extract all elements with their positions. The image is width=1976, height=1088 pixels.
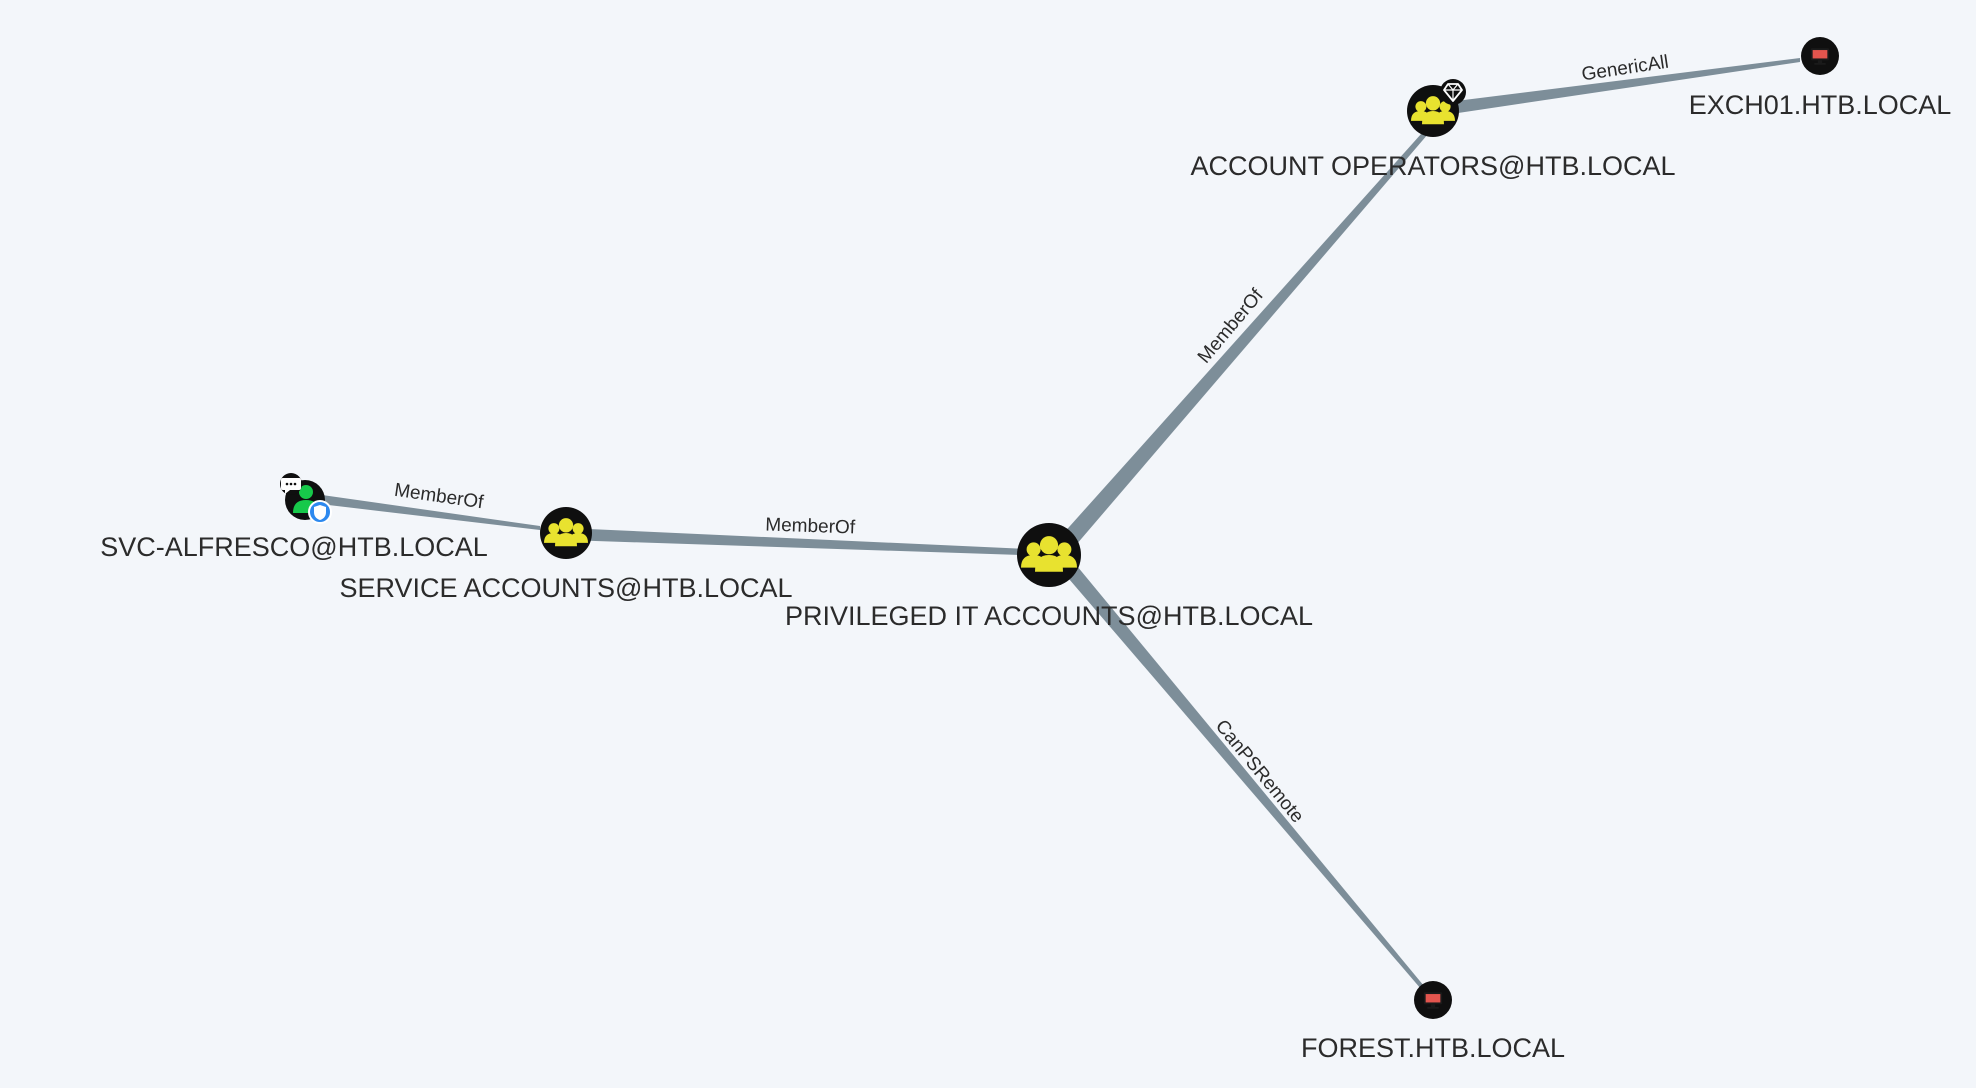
node-privileged-it-accounts[interactable] (1017, 523, 1081, 587)
node-label-service-accounts: SERVICE ACCOUNTS@HTB.LOCAL (339, 573, 792, 603)
node-label-account-operators: ACCOUNT OPERATORS@HTB.LOCAL (1191, 151, 1676, 181)
node-service-accounts[interactable] (540, 507, 592, 559)
edge-privileged-it-to-account-operators[interactable] (1061, 124, 1434, 545)
node-label-privileged-it-accounts: PRIVILEGED IT ACCOUNTS@HTB.LOCAL (785, 601, 1313, 631)
node-label-forest: FOREST.HTB.LOCAL (1301, 1033, 1565, 1063)
chat-bubble-icon (280, 473, 302, 495)
edge-label-privileged-to-forest: CanPSRemote (1211, 716, 1308, 827)
node-forest[interactable] (1414, 981, 1452, 1019)
node-account-operators[interactable] (1407, 79, 1466, 137)
node-svc-alfresco[interactable] (280, 473, 332, 524)
edge-label-service-to-privileged: MemberOf (765, 515, 856, 539)
edge-privileged-it-to-forest[interactable] (1063, 566, 1424, 989)
high-value-gem-icon (1440, 79, 1466, 105)
edge-svc-alfresco-to-service-accounts[interactable] (303, 493, 540, 530)
node-label-svc-alfresco: SVC-ALFRESCO@HTB.LOCAL (100, 532, 488, 562)
edge-service-accounts-to-privileged-it[interactable] (566, 528, 1050, 556)
node-exch01[interactable] (1801, 37, 1839, 75)
node-label-exch01: EXCH01.HTB.LOCAL (1689, 90, 1952, 120)
edge-account-operators-to-exch01[interactable] (1432, 58, 1800, 116)
owned-shield-icon (308, 500, 332, 524)
